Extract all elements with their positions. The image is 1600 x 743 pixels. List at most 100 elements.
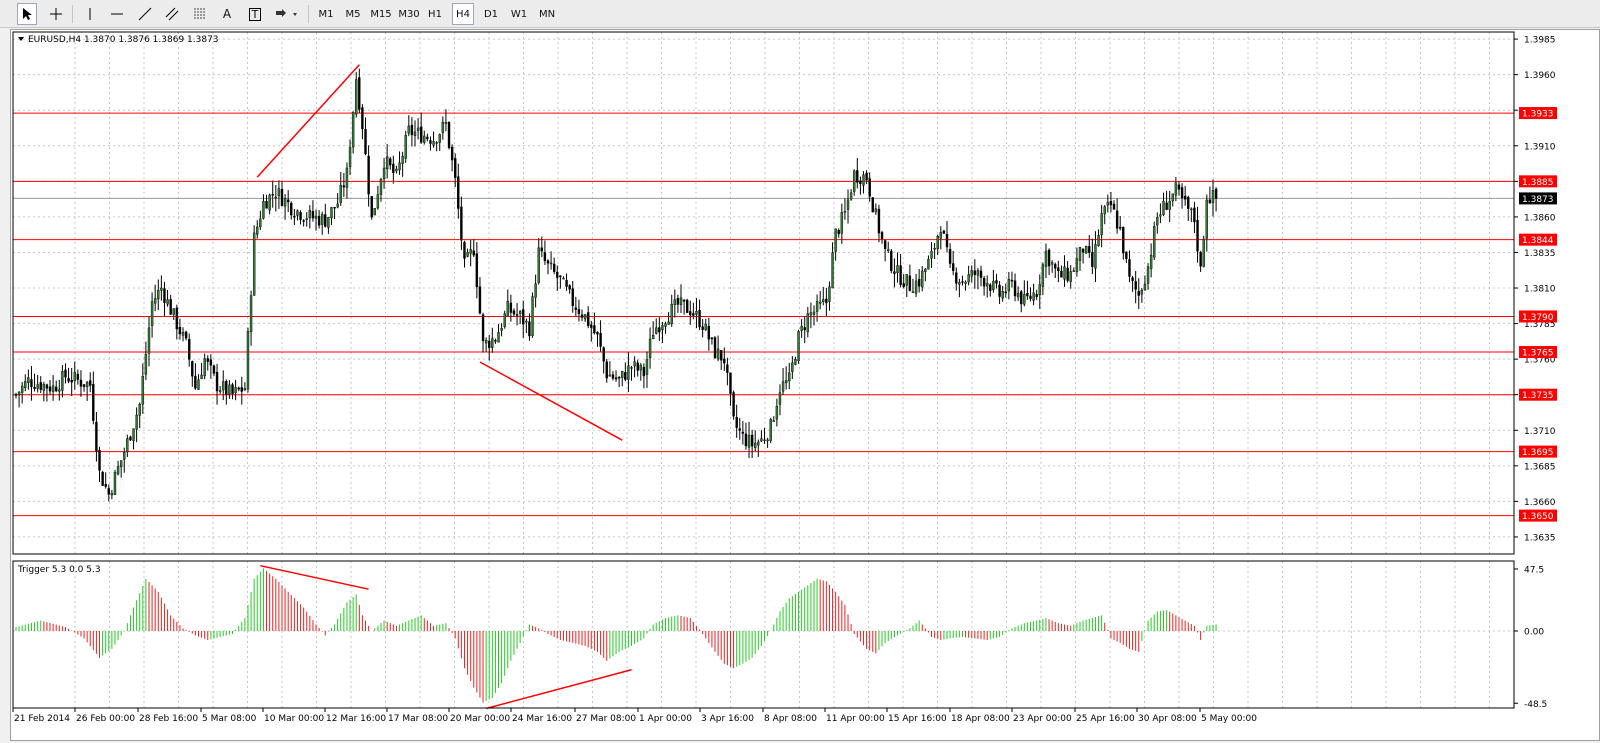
candle-body xyxy=(883,240,887,249)
candle xyxy=(302,219,305,227)
candle xyxy=(624,362,627,382)
candle-body xyxy=(856,170,859,183)
fibonacci-button[interactable] xyxy=(190,3,210,25)
candle-body xyxy=(927,258,930,270)
candle-body xyxy=(184,331,188,339)
candle-body xyxy=(701,326,704,330)
candle-body xyxy=(682,299,686,302)
candle xyxy=(1078,246,1082,271)
chart-menu-arrow-icon[interactable] xyxy=(18,37,24,41)
candle xyxy=(831,242,834,289)
candle xyxy=(141,363,145,414)
candle xyxy=(552,257,556,275)
candle xyxy=(262,194,265,220)
candle xyxy=(290,201,293,220)
time-tick-label: 8 Apr 08:00 xyxy=(764,714,817,724)
crosshair-button[interactable] xyxy=(45,3,67,25)
candle xyxy=(1091,238,1094,274)
candle-body xyxy=(256,226,259,235)
candle xyxy=(948,243,952,268)
candle xyxy=(837,228,840,238)
timeframe-m5-button[interactable]: M5 xyxy=(345,8,361,20)
candle xyxy=(481,312,485,353)
main-panel-frame xyxy=(12,31,1515,555)
candle-body xyxy=(181,331,185,336)
candle-body xyxy=(290,202,293,216)
candle-body xyxy=(908,275,912,291)
horizontal-line-button[interactable] xyxy=(107,3,127,25)
candle-body xyxy=(460,206,463,241)
candle xyxy=(720,349,723,370)
candle xyxy=(989,283,992,297)
candle-body xyxy=(658,327,661,333)
candle xyxy=(175,304,179,340)
text-label-button[interactable]: T xyxy=(245,3,265,25)
timeframe-m15-button[interactable]: M15 xyxy=(370,8,392,20)
candle xyxy=(849,189,853,201)
trendline-button[interactable] xyxy=(135,3,155,25)
timeframe-mn-button[interactable]: MN xyxy=(538,8,556,20)
candle xyxy=(116,460,120,476)
price-trendline[interactable] xyxy=(479,361,623,441)
candle xyxy=(692,302,695,320)
candle-body xyxy=(1211,189,1215,203)
timeframe-m1-button[interactable]: M1 xyxy=(318,8,334,20)
candle xyxy=(1149,243,1153,278)
candle-body xyxy=(311,211,315,219)
candle-body xyxy=(676,298,680,305)
vertical-line-button[interactable] xyxy=(80,3,100,25)
candle-body xyxy=(1137,290,1140,296)
candle-body xyxy=(317,215,321,226)
candle-body xyxy=(342,185,346,188)
indicator-trendline[interactable] xyxy=(485,669,632,710)
candle xyxy=(1140,287,1144,303)
candle xyxy=(45,383,49,402)
candle xyxy=(713,336,717,359)
candle xyxy=(237,386,240,392)
candle-body xyxy=(33,386,36,389)
text-button[interactable]: A xyxy=(217,3,237,25)
candle xyxy=(389,156,392,170)
horizontal-line-icon xyxy=(111,13,123,15)
candle xyxy=(1205,194,1209,252)
candle xyxy=(559,275,562,289)
candle xyxy=(655,318,658,335)
arrows-button[interactable] xyxy=(273,3,301,25)
candle-body xyxy=(1168,201,1171,210)
candle-body xyxy=(772,420,775,422)
candle-body xyxy=(961,281,964,283)
candle xyxy=(750,429,754,458)
candle-body xyxy=(225,380,228,395)
timeframe-h4-button[interactable]: H4 xyxy=(452,3,474,25)
candle xyxy=(1081,248,1085,264)
candle xyxy=(222,370,225,401)
price-trendline[interactable] xyxy=(256,64,360,178)
candle-body xyxy=(775,406,779,420)
timeframe-m30-button[interactable]: M30 xyxy=(398,8,420,20)
cursor-button[interactable] xyxy=(17,3,37,25)
candle-body xyxy=(95,421,98,452)
candle xyxy=(1190,207,1193,223)
candle-body xyxy=(525,320,528,323)
indicator-trendline[interactable] xyxy=(260,564,369,590)
candle-body xyxy=(85,382,89,388)
candle-body xyxy=(1190,208,1193,211)
candle xyxy=(225,379,228,405)
candle-body xyxy=(58,389,61,392)
timeframe-w1-button[interactable]: W1 xyxy=(510,8,528,20)
arrows-icon xyxy=(276,9,297,17)
candle-body xyxy=(809,312,813,316)
candle-body xyxy=(692,313,695,316)
candle-body xyxy=(1026,292,1029,297)
candle xyxy=(441,116,445,140)
candle xyxy=(880,230,884,244)
candle-body xyxy=(147,327,151,354)
candle xyxy=(587,306,590,329)
timeframe-h1-button[interactable]: H1 xyxy=(428,8,442,20)
candle-body xyxy=(314,215,318,219)
channel-button[interactable] xyxy=(162,3,182,25)
timeframe-d1-button[interactable]: D1 xyxy=(483,8,499,20)
candle xyxy=(565,273,568,291)
candle xyxy=(36,374,39,393)
candle-body xyxy=(917,278,921,287)
